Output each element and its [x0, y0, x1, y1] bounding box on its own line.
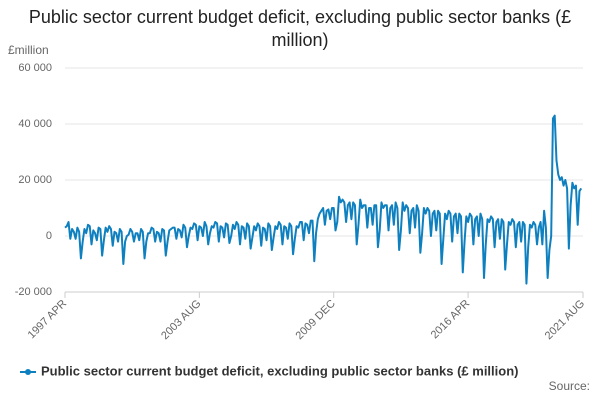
x-tick-label: 1997 APR [26, 298, 70, 342]
y-tick-label: 0 [46, 230, 52, 242]
y-tick-label: 60 000 [18, 62, 52, 74]
y-tick-label: 20 000 [18, 174, 52, 186]
x-tick-label: 2016 APR [429, 298, 473, 342]
x-tick-label: 2003 AUG [159, 298, 203, 342]
y-axis-label: £million [8, 43, 49, 57]
source: Source: [549, 379, 590, 393]
legend-label: Public sector current budget deficit, ex… [41, 363, 518, 378]
x-tick-label: 2021 AUG [543, 298, 587, 342]
chart-title: Public sector current budget deficit, ex… [28, 7, 572, 50]
legend-marker [25, 369, 31, 375]
y-tick-label: 40 000 [18, 118, 52, 130]
data-line [64, 114, 583, 285]
x-tick-label: 2009 DEC [294, 298, 338, 342]
y-tick-label: -20 000 [15, 286, 52, 298]
